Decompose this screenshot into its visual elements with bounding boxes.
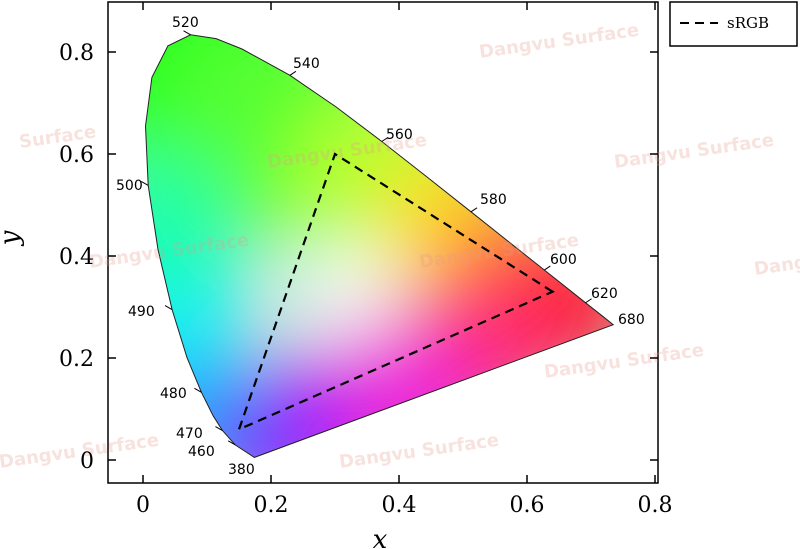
wavelength-tick bbox=[227, 440, 236, 446]
wavelength-label: 460 bbox=[188, 444, 215, 460]
legend: sRGB bbox=[669, 1, 798, 47]
wavelength-tick bbox=[215, 426, 223, 431]
wavelength-label: 480 bbox=[160, 386, 187, 402]
y-axis-title: y bbox=[0, 230, 25, 246]
y-tick-label: 0 bbox=[80, 449, 94, 474]
wavelength-ticks bbox=[140, 30, 592, 446]
wavelength-tick bbox=[140, 180, 149, 186]
wavelength-labels: 520 540 560 580 600 620 680 500 490 480 … bbox=[116, 15, 645, 478]
legend-label: sRGB bbox=[727, 14, 769, 32]
wavelength-label: 500 bbox=[116, 178, 143, 194]
y-tick-label: 0.2 bbox=[59, 347, 94, 372]
x-tick-label: 0.2 bbox=[254, 493, 289, 518]
plot-frame bbox=[107, 1, 659, 484]
wavelength-tick bbox=[194, 387, 202, 393]
y-tick-label: 0.4 bbox=[59, 245, 94, 270]
wavelength-label: 490 bbox=[128, 304, 155, 320]
watermark: Dangvu Surface bbox=[543, 340, 705, 383]
spectral-locus bbox=[144, 34, 615, 458]
srgb-triangle bbox=[237, 152, 555, 432]
watermark: Dangvu Surface bbox=[753, 237, 800, 280]
wavelength-label: 470 bbox=[176, 426, 203, 442]
wavelength-label: 540 bbox=[293, 56, 320, 72]
legend-box bbox=[669, 1, 798, 47]
wavelength-label: 680 bbox=[618, 312, 645, 328]
x-tick-label: 0 bbox=[136, 493, 150, 518]
x-tick-label: 0.4 bbox=[382, 493, 417, 518]
wavelength-tick bbox=[183, 30, 191, 36]
color-blob bbox=[145, 155, 233, 296]
wavelength-tick bbox=[470, 207, 478, 213]
wavelength-label: 520 bbox=[172, 15, 199, 31]
wavelength-label: 580 bbox=[480, 192, 507, 208]
y-tick-label: 0.6 bbox=[59, 143, 94, 168]
wavelength-label: 600 bbox=[550, 252, 577, 268]
wavelength-tick bbox=[544, 265, 551, 271]
color-blob bbox=[302, 246, 393, 337]
watermark: Dangvu Surface bbox=[478, 20, 640, 63]
wavelength-label: 560 bbox=[386, 127, 413, 143]
y-tick-label: 0.8 bbox=[59, 41, 94, 66]
wavelength-tick bbox=[585, 298, 592, 304]
wavelength-label: 620 bbox=[591, 286, 618, 302]
axis-ticks bbox=[108, 2, 658, 483]
wavelength-tick bbox=[164, 305, 173, 310]
wavelength-label: 380 bbox=[228, 462, 255, 478]
x-tick-label: 0.8 bbox=[638, 493, 673, 518]
x-tick-label: 0.6 bbox=[510, 493, 545, 518]
watermark: Dangvu Surface bbox=[338, 430, 500, 473]
wavelength-tick bbox=[381, 137, 389, 142]
x-axis-title: x bbox=[373, 525, 388, 549]
watermark: Dangvu Surface bbox=[613, 130, 775, 173]
wavelength-tick bbox=[289, 70, 297, 76]
